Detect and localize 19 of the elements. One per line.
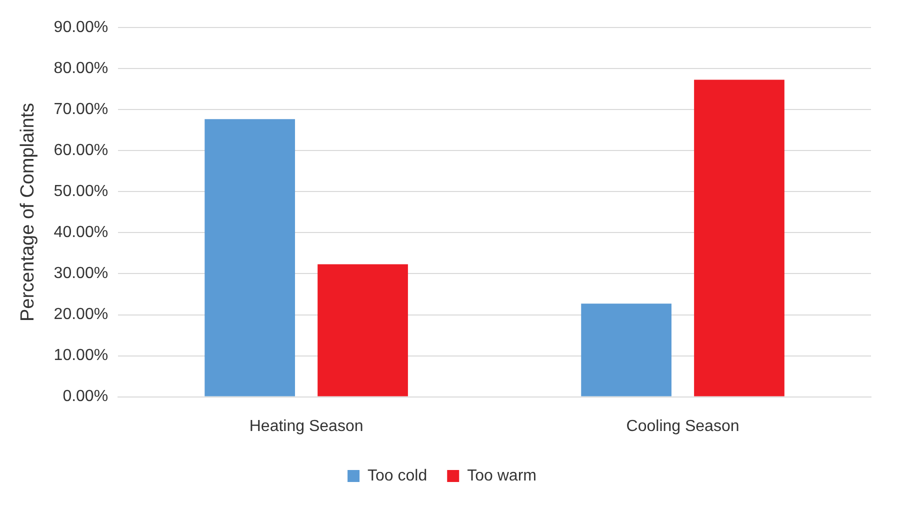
y-tick-label: 90.00% [54, 19, 108, 36]
y-tick-label: 10.00% [54, 347, 108, 364]
y-tick-label: 70.00% [54, 101, 108, 118]
y-tick-label: 20.00% [54, 306, 108, 324]
y-tick-label: 0.00% [62, 388, 108, 406]
y-tick-label: 80.00% [54, 60, 108, 78]
bar [318, 264, 408, 396]
y-axis-title: Percentage of Complaints [18, 102, 39, 322]
y-tick-label: 50.00% [54, 183, 108, 200]
y-tick-label: 40.00% [54, 224, 108, 242]
bar [204, 119, 296, 396]
bar [694, 80, 784, 396]
x-tick-label: Heating Season [249, 418, 364, 435]
legend-label: Too warm [467, 467, 536, 484]
bar [581, 304, 672, 396]
legend-label: Too cold [368, 467, 428, 484]
y-tick-label: 30.00% [54, 265, 108, 282]
y-tick-label: 60.00% [54, 142, 108, 160]
x-tick-label: Cooling Season [626, 418, 740, 435]
